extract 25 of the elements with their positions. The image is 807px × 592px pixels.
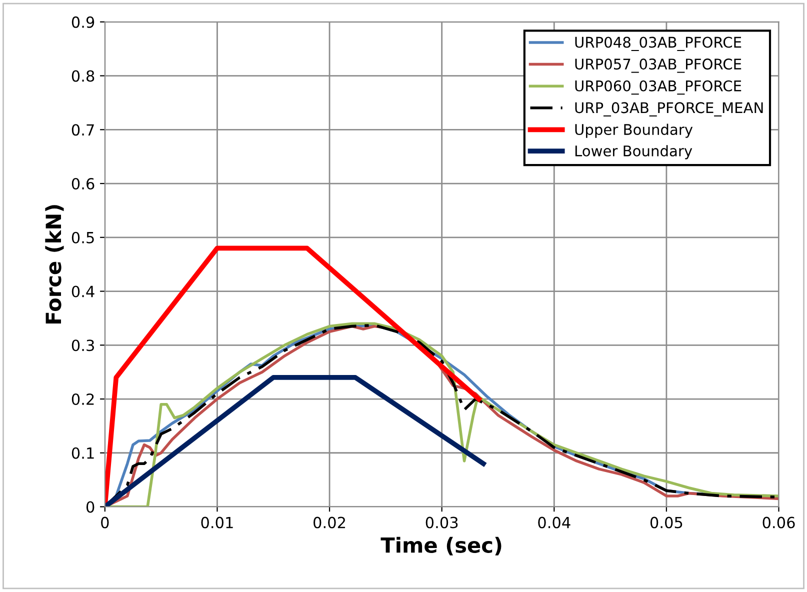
x-tick-label: 0.05 — [650, 516, 682, 528]
y-tick-label: 0.9 — [72, 16, 94, 28]
legend-label: Upper Boundary — [575, 124, 693, 138]
legend-label: URP057_03AB_PFORCE — [575, 58, 742, 73]
y-tick-label: 0.6 — [72, 178, 94, 190]
legend-label: URP_03AB_PFORCE_MEAN — [575, 102, 763, 116]
x-tick-label: 0.03 — [426, 516, 458, 528]
x-tick-label: 0.06 — [762, 516, 795, 528]
y-tick-label: 0.2 — [72, 393, 94, 406]
x-axis-title: Time (sec) — [380, 536, 502, 556]
y-tick-label: 0.3 — [72, 340, 94, 352]
x-tick-label: 0.04 — [538, 516, 570, 528]
y-tick-label: 0.7 — [72, 124, 94, 136]
x-tick-label: 0.01 — [201, 516, 233, 528]
legend-label: URP060_03AB_PFORCE — [575, 80, 742, 95]
y-tick-label: 0 — [86, 501, 94, 513]
y-tick-label: 0.4 — [72, 286, 94, 298]
x-tick-label: 0.02 — [314, 516, 346, 528]
y-axis-title: Force (kN) — [45, 205, 64, 324]
legend-label: URP048_03AB_PFORCE — [575, 36, 742, 52]
y-tick-label: 0.1 — [72, 447, 94, 459]
legend-label: Lower Boundary — [575, 145, 692, 160]
x-tick-label: 0 — [101, 516, 109, 528]
y-tick-label: 0.5 — [72, 232, 94, 244]
y-tick-label: 0.8 — [72, 70, 94, 82]
